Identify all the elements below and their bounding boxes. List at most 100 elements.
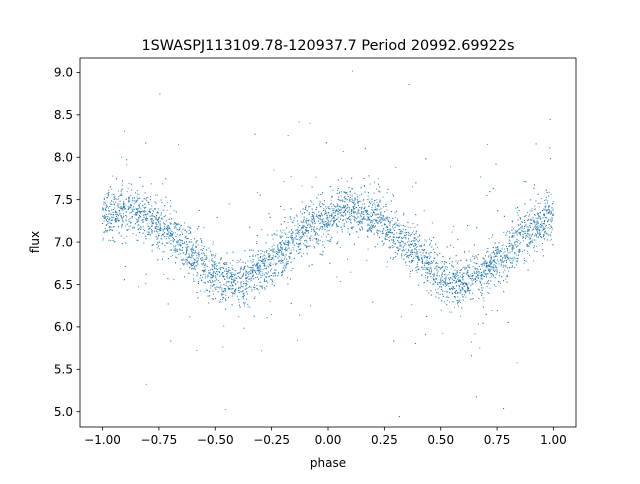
data-point — [208, 272, 210, 274]
data-point — [490, 264, 492, 265]
data-point — [287, 240, 289, 242]
data-point — [245, 283, 247, 285]
data-point — [228, 203, 230, 205]
data-point — [188, 261, 190, 263]
data-point — [350, 218, 352, 220]
data-point — [236, 277, 238, 279]
data-point — [156, 231, 158, 233]
data-point — [331, 213, 333, 215]
data-point — [336, 231, 338, 233]
data-point — [198, 281, 200, 283]
data-point — [330, 199, 332, 201]
data-point — [539, 229, 541, 231]
data-point — [140, 208, 142, 210]
data-point — [182, 259, 184, 261]
data-point — [511, 226, 513, 228]
data-point — [410, 226, 412, 228]
data-point — [449, 311, 451, 313]
data-point — [361, 228, 363, 230]
data-point — [188, 241, 190, 243]
data-point — [489, 268, 491, 270]
data-point — [379, 191, 381, 193]
data-point — [321, 236, 323, 238]
data-point — [338, 192, 340, 194]
data-point — [537, 202, 539, 204]
data-point — [396, 224, 398, 226]
data-point — [394, 223, 396, 225]
data-point — [285, 249, 287, 251]
data-point — [439, 266, 441, 268]
data-point — [346, 206, 348, 208]
data-point — [130, 225, 132, 227]
data-point — [370, 230, 372, 232]
data-point — [289, 258, 291, 260]
data-point — [142, 221, 144, 223]
data-point — [209, 279, 211, 281]
data-point — [479, 347, 481, 349]
data-point — [369, 219, 371, 221]
data-point — [169, 232, 171, 234]
data-point — [376, 188, 378, 190]
data-point — [518, 250, 520, 252]
data-point — [166, 243, 168, 245]
data-point — [214, 280, 216, 282]
data-point — [335, 243, 337, 245]
data-point — [299, 236, 301, 238]
data-point — [521, 235, 523, 237]
data-point — [384, 211, 386, 213]
data-point — [306, 241, 308, 243]
data-point — [487, 291, 489, 293]
data-point — [245, 302, 247, 304]
data-point — [332, 216, 334, 218]
data-point — [512, 232, 514, 234]
data-point — [259, 285, 261, 287]
data-point — [127, 209, 129, 211]
data-point — [528, 254, 530, 256]
data-point — [470, 341, 472, 343]
data-point — [361, 222, 363, 224]
data-point — [204, 291, 206, 293]
data-point — [356, 231, 358, 233]
data-point — [349, 198, 351, 200]
data-point — [305, 229, 307, 231]
data-point — [302, 208, 304, 210]
data-point — [403, 236, 405, 238]
data-point — [470, 274, 472, 276]
data-point — [546, 196, 548, 198]
data-point — [400, 244, 402, 246]
data-point — [119, 200, 121, 202]
data-point — [282, 253, 284, 255]
data-point — [532, 260, 534, 262]
data-point — [415, 214, 417, 216]
data-point — [239, 259, 241, 261]
data-point — [386, 235, 388, 237]
data-point — [393, 241, 395, 243]
data-point — [265, 276, 267, 278]
data-point — [541, 224, 543, 226]
data-point — [278, 249, 280, 251]
data-point — [244, 265, 246, 267]
data-point — [301, 201, 303, 203]
data-point — [538, 216, 540, 218]
data-point — [418, 249, 420, 251]
data-point — [376, 205, 378, 207]
data-point — [368, 214, 370, 216]
data-point — [503, 291, 505, 293]
data-point — [261, 272, 263, 274]
data-point — [424, 275, 426, 277]
data-point — [285, 267, 287, 269]
data-point — [527, 226, 529, 228]
data-point — [531, 223, 533, 225]
data-point — [410, 235, 412, 237]
data-point — [264, 265, 266, 267]
data-point — [382, 219, 384, 221]
data-point — [468, 282, 470, 284]
data-point — [203, 263, 205, 265]
data-point — [537, 214, 539, 216]
data-point — [328, 225, 330, 227]
data-point — [269, 300, 271, 302]
data-point — [441, 272, 443, 274]
data-point — [245, 285, 247, 287]
data-point — [158, 229, 160, 231]
data-point — [328, 217, 330, 219]
